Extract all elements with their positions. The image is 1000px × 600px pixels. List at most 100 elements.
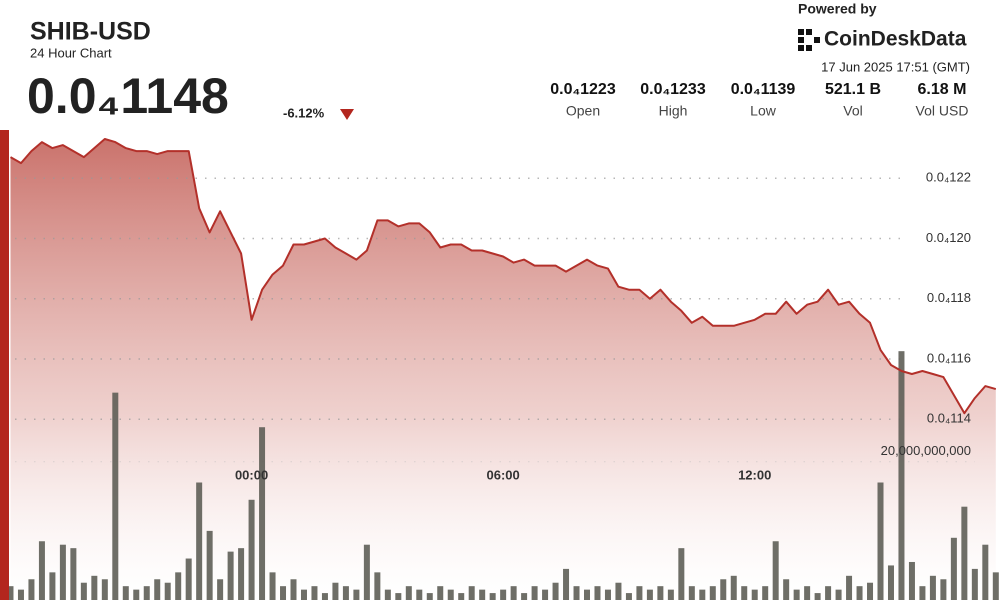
volume-bar xyxy=(919,586,926,600)
volume-bar xyxy=(604,589,611,600)
volume-bar xyxy=(730,575,737,600)
volume-bar xyxy=(321,593,328,600)
volume-bar xyxy=(206,530,213,600)
price-change: -6.12% xyxy=(283,105,325,120)
volume-bar xyxy=(982,544,989,600)
volume-bar xyxy=(636,586,643,600)
grid-layer xyxy=(15,177,975,463)
volume-bar xyxy=(458,593,465,600)
volume-bar xyxy=(667,589,674,600)
volume-bar xyxy=(657,586,664,600)
volume-bar xyxy=(38,541,45,600)
volume-bar xyxy=(741,586,748,600)
volume-bar xyxy=(384,589,391,600)
volume-bar xyxy=(175,572,182,600)
volume-bar xyxy=(426,593,433,600)
volume-bar xyxy=(164,582,171,600)
volume-bar xyxy=(783,579,790,600)
volume-bar xyxy=(28,579,35,600)
down-arrow xyxy=(340,109,354,120)
volume-bar xyxy=(762,586,769,600)
volume-bar xyxy=(7,586,14,600)
stat-value: 521.1 B xyxy=(825,81,881,98)
volume-bar xyxy=(887,565,894,600)
accent-stripe xyxy=(0,130,9,600)
volume-bar xyxy=(814,593,821,600)
volume-bar xyxy=(196,482,203,600)
y-tick-label: 0.0₄114 xyxy=(927,411,971,426)
ticker-title: SHIB-USD xyxy=(30,18,151,46)
volume-bar xyxy=(101,579,108,600)
volume-bar xyxy=(91,575,98,600)
volume-bar xyxy=(688,586,695,600)
volume-bar xyxy=(49,572,56,600)
volume-bar xyxy=(584,589,591,600)
stats-row: 0.0₄1223 Open 0.0₄1233 High 0.0₄1139 Low 521.1… xyxy=(550,81,968,118)
stat-value: 0.0₄1139 xyxy=(731,81,796,98)
line-layer xyxy=(10,138,997,415)
volume-bar xyxy=(772,541,779,600)
volume-bar xyxy=(342,586,349,600)
bars-layer xyxy=(7,351,999,600)
volume-bar xyxy=(447,589,454,600)
volume-bar xyxy=(709,586,716,600)
volume-bar xyxy=(290,579,297,600)
volume-bar xyxy=(615,582,622,600)
volume-bar xyxy=(259,427,266,600)
volume-bar xyxy=(510,586,517,600)
x-tick-label: 12:00 xyxy=(738,467,771,482)
volume-bar xyxy=(521,593,528,600)
volume-bar xyxy=(751,589,758,600)
volume-bar xyxy=(437,586,444,600)
stat-value: 0.0₄1233 xyxy=(640,81,706,98)
volume-bar xyxy=(59,544,66,600)
volume-bar xyxy=(992,572,999,600)
volume-bar xyxy=(489,593,496,600)
volume-bar xyxy=(961,506,968,600)
volume-bar xyxy=(929,575,936,600)
brand-name: CoinDeskData xyxy=(824,28,967,51)
volume-bar xyxy=(133,589,140,600)
volume-bar xyxy=(416,589,423,600)
volume-bar xyxy=(940,579,947,600)
current-price: 0.0₄1148 xyxy=(27,68,229,124)
stat-value: 0.0₄1223 xyxy=(550,81,616,98)
volume-bar xyxy=(720,579,727,600)
stat-label: High xyxy=(659,103,688,119)
stat-value: 6.18 M xyxy=(918,81,967,98)
area-layer xyxy=(10,139,996,600)
volume-bar xyxy=(699,589,706,600)
timestamp: 17 Jun 2025 17:51 (GMT) xyxy=(821,59,970,74)
volume-bar xyxy=(143,586,150,600)
stat-label: Low xyxy=(750,103,777,119)
plot-area: 0.0₄114 0.0₄116 0.0₄118 0.0₄120 0.0₄122 20,00… xyxy=(0,138,999,600)
volume-bar xyxy=(867,582,874,600)
price-area xyxy=(10,139,996,600)
stat-label: Vol xyxy=(843,103,862,119)
volume-bar xyxy=(363,544,370,600)
labels-layer: 0.0₄114 0.0₄116 0.0₄118 0.0₄120 0.0₄122 20,00… xyxy=(0,170,971,483)
volume-bar xyxy=(374,572,381,600)
volume-bar xyxy=(468,586,475,600)
x-tick-label: 00:00 xyxy=(235,467,268,482)
volume-bar xyxy=(185,558,192,600)
volume-bar xyxy=(80,582,87,600)
volume-bar xyxy=(825,586,832,600)
volume-bar xyxy=(646,589,653,600)
volume-bar xyxy=(332,582,339,600)
stat-label: Open xyxy=(566,103,600,119)
volume-bar xyxy=(248,499,255,600)
volume-bar xyxy=(112,392,119,600)
volume-bar xyxy=(154,579,161,600)
volume-bar xyxy=(311,586,318,600)
volume-bar xyxy=(300,589,307,600)
volume-bar xyxy=(70,548,77,600)
volume-bar xyxy=(793,589,800,600)
volume-bar xyxy=(594,586,601,600)
volume-bar xyxy=(17,589,24,600)
volume-bar xyxy=(269,572,276,600)
price-line xyxy=(10,138,997,415)
volume-bar xyxy=(835,589,842,600)
volume-bar xyxy=(846,575,853,600)
